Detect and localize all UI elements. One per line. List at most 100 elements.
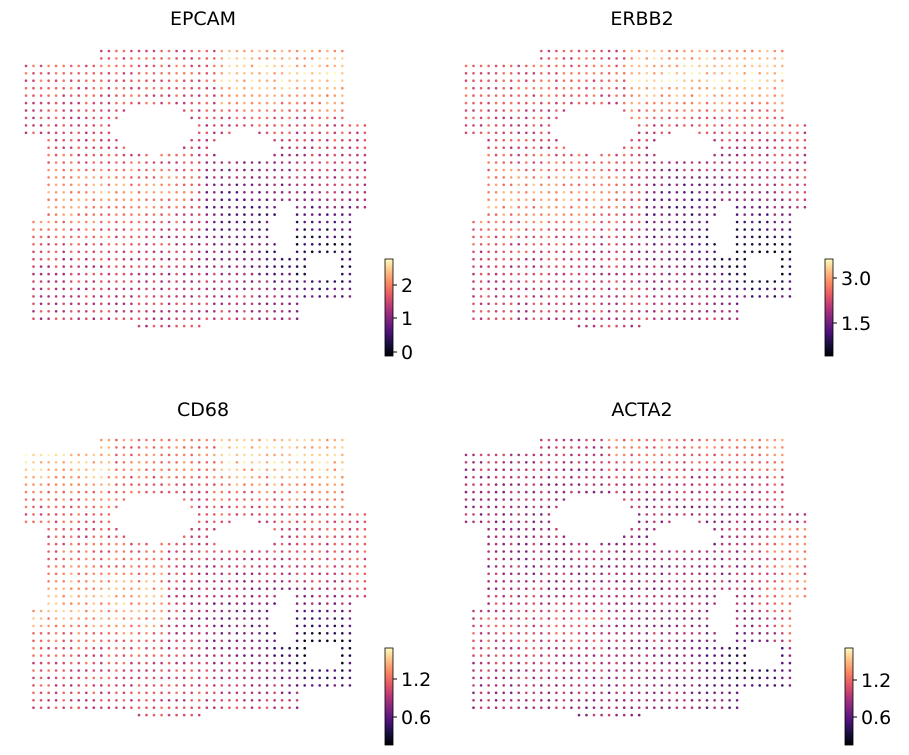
spot — [47, 243, 50, 246]
spot — [532, 557, 536, 561]
spot — [280, 153, 284, 157]
spot — [175, 287, 178, 291]
spot — [62, 617, 65, 620]
spot — [243, 287, 246, 291]
spot — [167, 646, 171, 650]
spot — [197, 250, 201, 254]
spot — [77, 243, 80, 246]
spot — [570, 295, 573, 298]
spot — [675, 79, 679, 82]
spot — [175, 661, 178, 665]
spot — [258, 131, 261, 135]
spot — [137, 228, 141, 231]
spot — [235, 572, 239, 576]
spot — [220, 64, 224, 68]
spot — [713, 446, 716, 449]
spot — [288, 138, 291, 142]
spot — [39, 513, 43, 516]
spot — [660, 116, 664, 120]
spot — [205, 684, 209, 687]
spot — [288, 654, 291, 657]
spot — [615, 198, 618, 201]
spot — [326, 542, 329, 546]
spot — [295, 513, 299, 516]
spot — [85, 624, 88, 628]
spot — [100, 475, 103, 479]
spot — [525, 124, 528, 127]
spot — [464, 64, 468, 68]
spot — [781, 124, 784, 127]
spot — [653, 453, 656, 457]
spot — [243, 699, 246, 702]
spot — [479, 490, 483, 494]
spot — [333, 220, 337, 224]
spot — [160, 617, 163, 620]
spot — [333, 565, 337, 568]
spot — [100, 483, 103, 486]
spot — [735, 57, 739, 60]
spot — [607, 550, 611, 553]
spot — [115, 453, 118, 457]
spot — [509, 116, 513, 120]
spot — [182, 109, 186, 112]
spot — [85, 213, 88, 216]
spot — [517, 183, 520, 187]
spot — [92, 661, 96, 665]
spot — [205, 475, 209, 479]
spot — [577, 183, 581, 187]
spot — [205, 57, 209, 60]
spot — [145, 669, 148, 672]
spot — [615, 257, 618, 261]
spot — [675, 513, 679, 516]
spot — [773, 228, 777, 231]
spot — [698, 109, 701, 112]
spot — [705, 191, 709, 194]
spot — [167, 220, 171, 224]
spot — [62, 542, 65, 546]
spot — [303, 646, 307, 650]
spot — [600, 557, 603, 561]
spot — [660, 438, 664, 442]
spot — [273, 676, 276, 680]
spot — [69, 572, 73, 576]
spot — [326, 72, 329, 75]
spot — [773, 490, 777, 494]
spot — [85, 131, 88, 135]
spot — [62, 669, 65, 672]
spot — [47, 295, 50, 298]
spot — [675, 205, 679, 209]
spot — [766, 109, 769, 112]
spot — [348, 527, 352, 531]
spot — [137, 94, 141, 97]
spot — [273, 310, 276, 313]
spot — [705, 483, 709, 486]
spot — [773, 57, 777, 60]
spot — [532, 535, 536, 538]
spot — [213, 168, 216, 172]
spot — [265, 317, 269, 321]
spot — [758, 124, 761, 127]
spot — [705, 475, 709, 479]
spot — [122, 243, 126, 246]
spot — [464, 483, 468, 486]
panel-title: ACTA2 — [611, 399, 672, 421]
spot — [130, 542, 133, 546]
spot — [130, 609, 133, 613]
spot — [540, 124, 543, 127]
spot — [472, 302, 475, 306]
spot — [205, 609, 209, 613]
spot — [47, 116, 50, 120]
spot — [303, 557, 307, 561]
spot — [592, 79, 596, 82]
spot — [758, 475, 761, 479]
spot — [39, 632, 43, 635]
spot — [341, 287, 344, 291]
spot — [562, 535, 566, 538]
spot — [130, 161, 133, 164]
spot — [197, 520, 201, 524]
spot — [532, 542, 536, 546]
spot — [273, 699, 276, 702]
spot — [675, 49, 679, 53]
spot — [494, 265, 498, 268]
spot — [295, 609, 299, 613]
